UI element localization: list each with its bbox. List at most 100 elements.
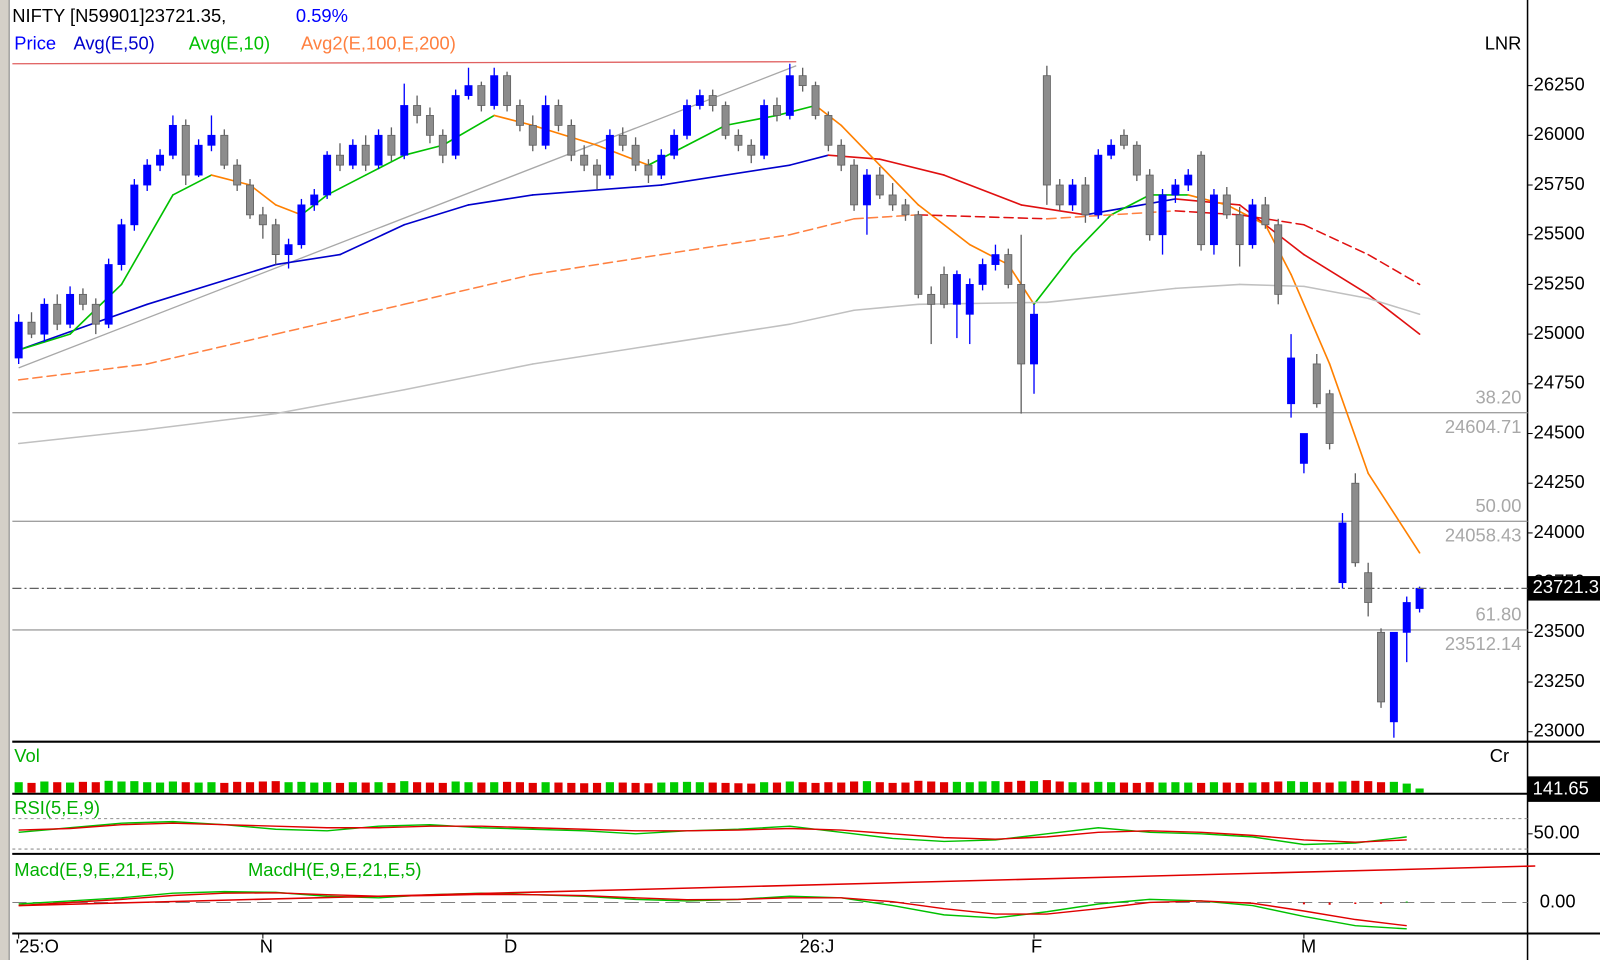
volume-bar	[194, 782, 203, 793]
candle-body	[1145, 174, 1154, 236]
volume-bar	[323, 782, 332, 793]
candle-body	[1287, 357, 1296, 405]
volume-bar	[1197, 782, 1206, 793]
moving-average	[686, 124, 727, 147]
candle-body	[425, 115, 434, 136]
volume-bar	[1286, 781, 1296, 793]
moving-average	[17, 428, 148, 445]
candle-body	[965, 284, 974, 315]
candle-body	[1094, 154, 1103, 216]
volume-bar	[53, 782, 62, 793]
candle-body	[875, 174, 884, 196]
candle-body	[130, 184, 139, 226]
moving-average	[146, 333, 277, 365]
moving-average	[917, 301, 1048, 306]
candle-body	[104, 264, 113, 325]
volume-bar	[271, 781, 280, 793]
candle-body	[1299, 433, 1308, 464]
macd-histogram	[1405, 901, 1408, 903]
volume-bar	[284, 782, 293, 793]
moving-average	[968, 243, 1010, 266]
legend-entry: Avg2(E,100,E,200)	[301, 33, 456, 54]
candle-body	[400, 105, 409, 156]
candle-body	[811, 85, 820, 116]
volume-bar	[348, 782, 357, 793]
volume-bar	[490, 782, 499, 793]
rsi-line	[18, 822, 1407, 843]
candle-body	[1107, 144, 1116, 156]
moving-average	[172, 174, 213, 196]
candle-body	[888, 194, 897, 206]
moving-average	[917, 214, 1048, 220]
moving-average	[1174, 283, 1241, 290]
moving-average	[1033, 253, 1074, 306]
fib-value: 24058.43	[1445, 524, 1522, 545]
moving-average	[1303, 285, 1369, 300]
candle-body	[567, 124, 576, 156]
moving-average	[853, 303, 920, 312]
volume-bar	[1312, 782, 1321, 793]
volume-bar	[772, 782, 782, 793]
candle-body	[27, 321, 36, 335]
volume-bar	[1145, 782, 1154, 793]
volume-bar	[965, 782, 974, 793]
candle-body	[747, 144, 756, 156]
candle-body	[258, 214, 267, 226]
moving-average	[17, 303, 149, 351]
moving-average	[660, 233, 791, 256]
volume-bar	[207, 782, 216, 793]
moving-average	[17, 363, 148, 381]
candle-body	[1171, 184, 1180, 196]
candle-body	[207, 134, 216, 146]
candle-body	[631, 144, 640, 166]
volume-bar	[1158, 782, 1167, 793]
candle-body	[554, 105, 563, 126]
moving-average	[274, 204, 303, 216]
candle-body	[824, 115, 833, 146]
candle-body	[181, 124, 190, 176]
candle-body	[361, 144, 370, 166]
moving-average	[274, 303, 406, 335]
candle-body	[1415, 587, 1424, 609]
trendline	[12, 61, 797, 65]
volume-bar	[1364, 781, 1373, 793]
rsi-title: RSI(5,E,9)	[14, 797, 100, 818]
moving-average	[1046, 287, 1177, 304]
volume-bar	[914, 780, 923, 793]
volume-bar	[785, 781, 794, 793]
volume-bar	[258, 781, 267, 793]
candle-body	[1055, 184, 1064, 206]
moving-average	[1238, 283, 1305, 288]
candle-body	[310, 194, 319, 206]
candle-body	[1132, 144, 1141, 176]
macd-trendline	[18, 865, 1536, 907]
volume-bar	[927, 781, 936, 793]
volume-bar	[862, 781, 872, 793]
candle-body	[927, 293, 936, 305]
volume-bar	[181, 782, 190, 793]
moving-average	[1225, 204, 1267, 226]
moving-average	[1328, 363, 1369, 475]
fib-ratio: 38.20	[1475, 386, 1521, 407]
volume-bar	[400, 781, 409, 793]
volume-bar	[567, 782, 576, 793]
candle-body	[413, 105, 422, 116]
y-tick-label: 25500	[1534, 223, 1585, 244]
volume-bar	[1209, 782, 1219, 793]
candle-body	[143, 164, 152, 186]
volume-bar	[168, 781, 177, 793]
moving-average	[1071, 214, 1112, 256]
candle-body	[644, 164, 653, 176]
candle-body	[1312, 363, 1321, 405]
macd-histogram	[1354, 902, 1357, 905]
moving-average	[403, 204, 470, 226]
volume-bar	[438, 782, 447, 793]
volume-bar	[631, 782, 640, 793]
y-tick-label: 24500	[1534, 421, 1585, 442]
volume-title: Vol	[14, 745, 40, 766]
volume-unit: Cr	[1490, 745, 1509, 766]
candle-body	[515, 105, 524, 126]
fib-value: 24604.71	[1445, 416, 1522, 437]
y-tick-label: 23250	[1534, 670, 1585, 691]
